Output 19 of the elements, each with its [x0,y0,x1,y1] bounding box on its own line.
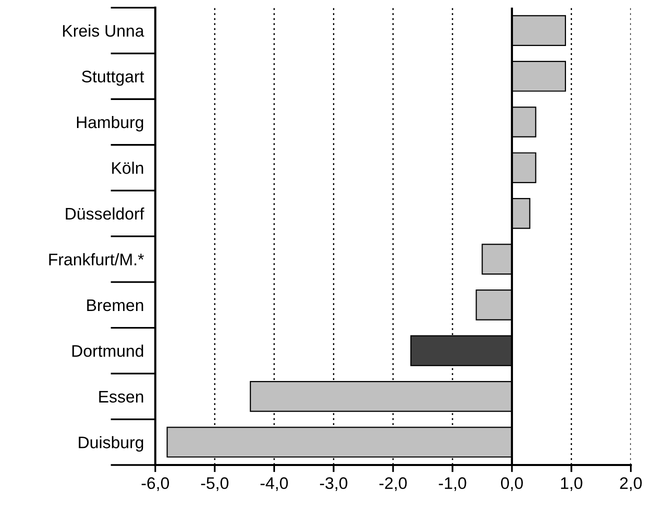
x-tick-label: -6,0 [142,477,169,492]
x-tick-label: 0,0 [501,477,523,492]
x-tick-label: 1,0 [561,477,582,492]
y-tick-label: Düsseldorf [66,207,144,220]
y-tick-label: Essen [99,390,144,403]
x-tick-label: -1,0 [438,477,466,492]
x-tick-label: 2,0 [620,477,642,492]
y-tick-label: Kreis Unna [63,24,144,37]
x-tick-label: -2,0 [379,477,407,492]
y-tick-label: Duisburg [78,436,144,452]
y-tick-label: Frankfurt/M.* [49,253,144,266]
y-tick-label: Bremen [87,300,144,312]
y-tick-label: Köln [112,162,144,174]
x-tick-label: -4,0 [260,477,288,492]
y-tick-label: Dortmund [72,344,144,357]
x-tick-label: -5,0 [201,477,228,492]
y-tick-label: Hamburg [76,116,144,132]
y-tick-label: Stuttgart [82,70,144,86]
x-tick-label: -3,0 [320,477,348,492]
